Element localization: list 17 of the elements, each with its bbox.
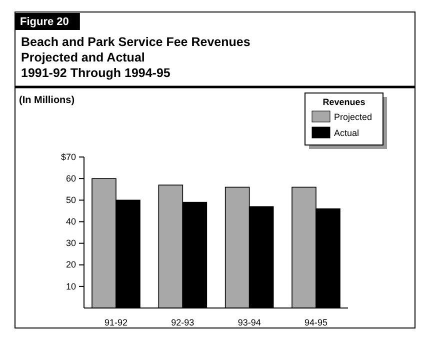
x-tick-label: 91-92 xyxy=(104,317,128,328)
legend-label: Projected xyxy=(334,112,372,122)
x-tick-label: 94-95 xyxy=(304,317,328,328)
legend-title: Revenues xyxy=(322,97,366,107)
chart-title: Beach and Park Service Fee Revenues Projected and Actual 1991-92 Through 1994-95 xyxy=(21,35,250,80)
y-tick-label: $70 xyxy=(60,152,76,162)
y-tick-label: 10 xyxy=(66,281,76,292)
caption: Figure 20 xyxy=(20,16,69,28)
y-tick-label: 30 xyxy=(66,238,76,248)
y-axis-title: (In Millions) xyxy=(19,95,75,106)
y-tick-label: 40 xyxy=(66,216,76,227)
y-tick-label: 60 xyxy=(66,173,76,184)
y-tick-label: 50 xyxy=(66,195,76,206)
x-tick-label: 93-94 xyxy=(238,317,261,328)
x-tick-label: 92-93 xyxy=(171,317,194,328)
legend-label: Actual xyxy=(334,128,360,138)
y-tick-label: 20 xyxy=(66,260,76,270)
